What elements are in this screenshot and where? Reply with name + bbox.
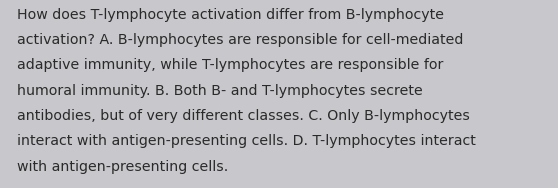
Text: interact with antigen-presenting cells. D. T-lymphocytes interact: interact with antigen-presenting cells. … — [17, 134, 475, 148]
Text: How does T-lymphocyte activation differ from B-lymphocyte: How does T-lymphocyte activation differ … — [17, 8, 444, 21]
Text: activation? A. B-lymphocytes are responsible for cell-mediated: activation? A. B-lymphocytes are respons… — [17, 33, 463, 47]
Text: antibodies, but of very different classes. C. Only B-lymphocytes: antibodies, but of very different classe… — [17, 109, 470, 123]
Text: with antigen-presenting cells.: with antigen-presenting cells. — [17, 160, 228, 174]
Text: humoral immunity. B. Both B- and T-lymphocytes secrete: humoral immunity. B. Both B- and T-lymph… — [17, 84, 422, 98]
Text: adaptive immunity, while T-lymphocytes are responsible for: adaptive immunity, while T-lymphocytes a… — [17, 58, 443, 72]
